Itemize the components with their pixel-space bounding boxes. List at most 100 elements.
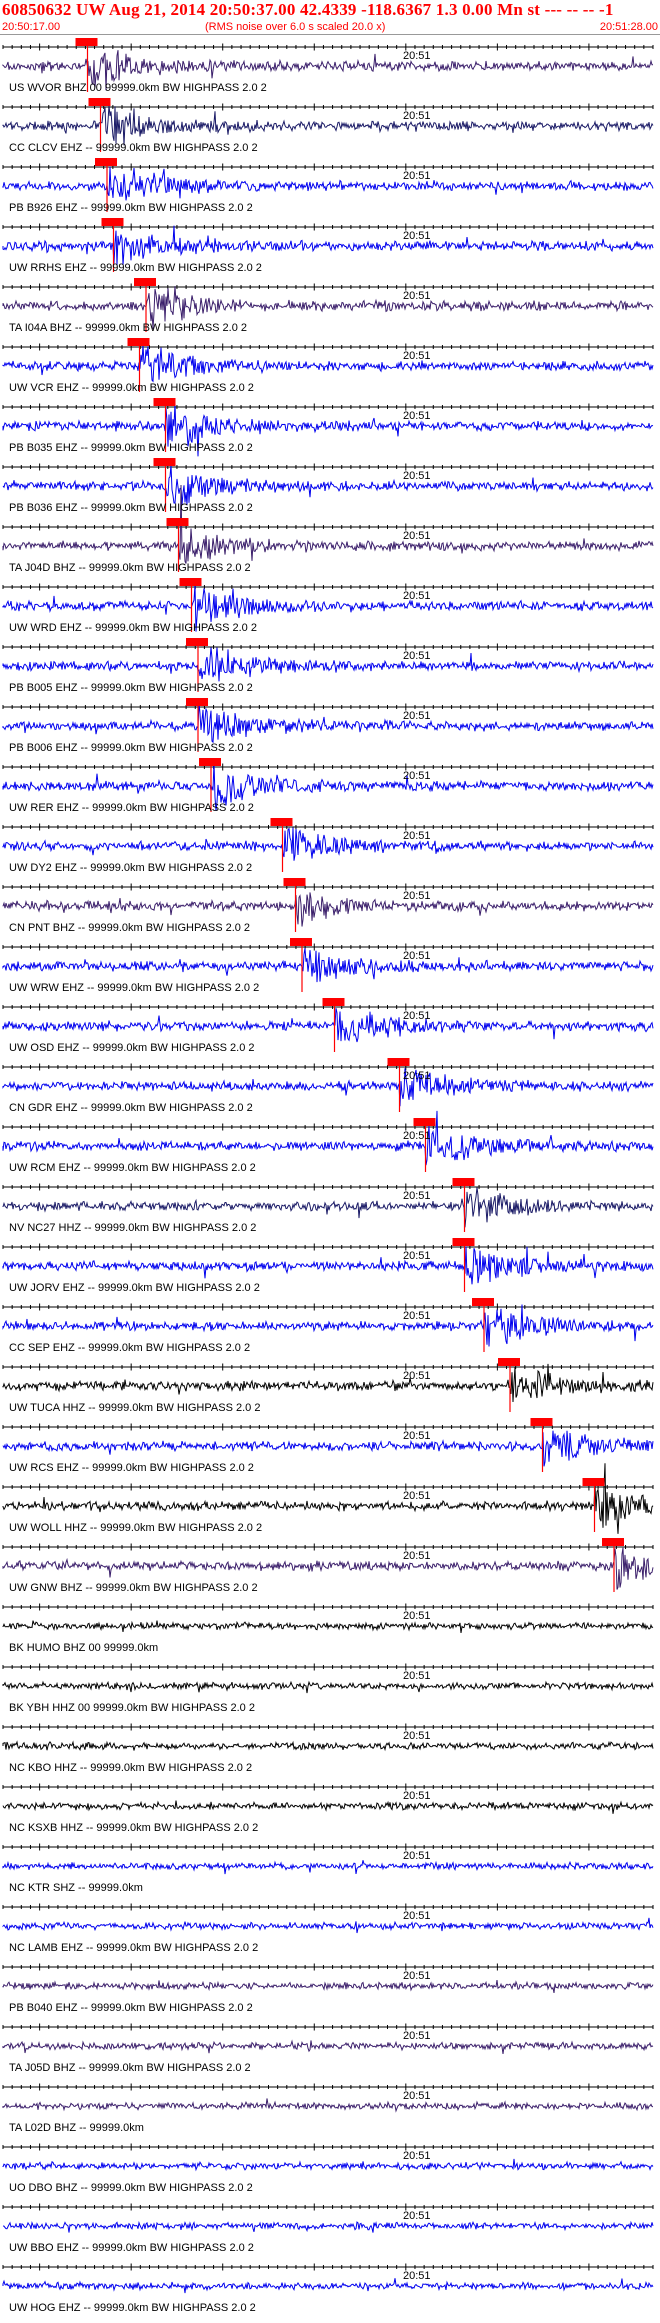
waveform xyxy=(2,761,654,811)
pick-flag[interactable] xyxy=(530,1418,553,1426)
channel-trace xyxy=(2,1418,654,1472)
channel-label: UW WRD EHZ -- 99999.0km BW HIGHPASS 2.0 … xyxy=(9,622,257,634)
minute-marker-label: 20:51 xyxy=(403,650,431,662)
waveform xyxy=(2,1363,654,1403)
channel-label: TA I04A BHZ -- 99999.0km BW HIGHPASS 2.0… xyxy=(9,322,248,334)
pick-flag[interactable] xyxy=(413,1118,436,1126)
channel-label: PB B006 EHZ -- 99999.0km BW HIGHPASS 2.0… xyxy=(9,742,253,754)
channel-trace xyxy=(2,338,654,392)
waveform xyxy=(2,1680,654,1694)
pick-flag[interactable] xyxy=(153,398,176,406)
channel-trace xyxy=(2,218,654,272)
waveform xyxy=(2,484,654,564)
pick-flag[interactable] xyxy=(166,518,189,526)
pick-flag[interactable] xyxy=(498,1358,520,1366)
waveform xyxy=(2,344,654,383)
channel-trace xyxy=(2,2083,654,2113)
pick-flag[interactable] xyxy=(472,1298,494,1306)
minute-marker-label: 20:51 xyxy=(403,110,431,122)
waveform xyxy=(2,105,654,146)
waveform xyxy=(2,1304,654,1347)
channel-trace xyxy=(2,1538,654,1592)
pick-flag[interactable] xyxy=(452,1238,475,1246)
waveform xyxy=(2,50,653,91)
channel-label: NC KSXB HHZ -- 99999.0km BW HIGHPASS 2.0… xyxy=(9,1822,259,1834)
waveform xyxy=(2,2278,654,2294)
minute-marker-label: 20:51 xyxy=(403,1490,431,1502)
waveform xyxy=(2,948,654,983)
minute-marker-label: 20:51 xyxy=(403,2030,431,2042)
minute-marker-label: 20:51 xyxy=(403,770,431,782)
waveform xyxy=(2,1110,654,1166)
minute-marker-label: 20:51 xyxy=(403,290,431,302)
minute-marker-label: 20:51 xyxy=(403,1250,431,1262)
channel-label: NV NC27 HHZ -- 99999.0km BW HIGHPASS 2.0… xyxy=(9,1222,257,1234)
pick-flag[interactable] xyxy=(283,878,306,886)
channel-trace xyxy=(2,938,654,992)
seismogram-panel: 20:51 US WVOR BHZ 00 99999.0km BW HIGHPAS… xyxy=(0,36,660,2318)
pick-flag[interactable] xyxy=(322,998,345,1006)
minute-marker-label: 20:51 xyxy=(403,1010,431,1022)
channel-label: NC LAMB EHZ -- 99999.0km BW HIGHPASS 2.0… xyxy=(9,1942,259,1954)
minute-marker-label: 20:51 xyxy=(403,170,431,182)
channel-label: CN GDR EHZ -- 99999.0km BW HIGHPASS 2.0 … xyxy=(9,1102,253,1114)
channel-trace xyxy=(2,698,654,752)
channel-trace xyxy=(2,998,654,1052)
pick-flag[interactable] xyxy=(101,218,124,226)
channel-trace xyxy=(2,458,654,512)
waveform xyxy=(2,403,654,457)
channel-trace xyxy=(2,1238,654,1292)
pick-flag[interactable] xyxy=(602,1538,624,1546)
header-divider xyxy=(0,34,660,35)
channel-label: UW RER EHZ -- 99999.0km BW HIGHPASS 2.0 … xyxy=(9,802,254,814)
minute-marker-label: 20:51 xyxy=(403,1130,431,1142)
channel-label: BK YBH HHZ 00 99999.0km BW HIGHPASS 2.0 … xyxy=(9,1702,255,1714)
channel-trace xyxy=(2,2263,654,2294)
channel-trace xyxy=(2,1963,654,1993)
pick-flag[interactable] xyxy=(127,338,150,346)
channel-trace xyxy=(2,1463,654,1534)
pick-flag[interactable] xyxy=(270,818,293,826)
pick-flag[interactable] xyxy=(134,278,156,286)
channel-label: BK HUMO BHZ 00 99999.0km xyxy=(9,1642,159,1654)
pick-flag[interactable] xyxy=(452,1178,475,1186)
pick-flag[interactable] xyxy=(186,638,208,646)
pick-flag[interactable] xyxy=(75,38,98,46)
channel-trace xyxy=(2,878,654,932)
channel-label: UW OSD EHZ -- 99999.0km BW HIGHPASS 2.0 … xyxy=(9,1042,255,1054)
pick-flag[interactable] xyxy=(387,1058,410,1066)
waveform xyxy=(2,1860,654,1875)
waveform xyxy=(2,2098,654,2113)
channel-trace xyxy=(2,1723,654,1752)
pick-flag[interactable] xyxy=(95,158,117,166)
waveform xyxy=(2,1800,654,1814)
minute-marker-label: 20:51 xyxy=(403,1610,431,1622)
waveform xyxy=(2,702,654,744)
minute-marker-label: 20:51 xyxy=(403,50,431,62)
waveform xyxy=(2,1980,654,1993)
channel-trace xyxy=(2,1058,654,1112)
pick-flag[interactable] xyxy=(582,1478,605,1486)
waveform xyxy=(2,1620,654,1633)
waveform xyxy=(2,225,654,266)
waveform xyxy=(2,892,654,927)
pick-flag[interactable] xyxy=(290,938,312,946)
channel-trace xyxy=(2,1783,654,1814)
pick-flag[interactable] xyxy=(88,98,111,106)
waveform xyxy=(2,1740,654,1752)
minute-marker-label: 20:51 xyxy=(403,710,431,722)
pick-flag[interactable] xyxy=(186,698,208,706)
pick-flag[interactable] xyxy=(153,458,176,466)
channel-trace xyxy=(2,158,654,212)
waveform xyxy=(2,827,654,861)
minute-marker-label: 20:51 xyxy=(403,950,431,962)
channel-label: UW BBO EHZ -- 99999.0km BW HIGHPASS 2.0 … xyxy=(9,2242,254,2254)
channel-label: UO DBO BHZ -- 99999.0km BW HIGHPASS 2.0 … xyxy=(9,2182,253,2194)
minute-marker-label: 20:51 xyxy=(403,2090,431,2102)
minute-marker-label: 20:51 xyxy=(403,230,431,242)
pick-flag[interactable] xyxy=(179,578,202,586)
minute-marker-label: 20:51 xyxy=(403,590,431,602)
channel-trace xyxy=(2,638,654,692)
channel-trace xyxy=(2,2143,654,2172)
pick-flag[interactable] xyxy=(199,758,221,766)
